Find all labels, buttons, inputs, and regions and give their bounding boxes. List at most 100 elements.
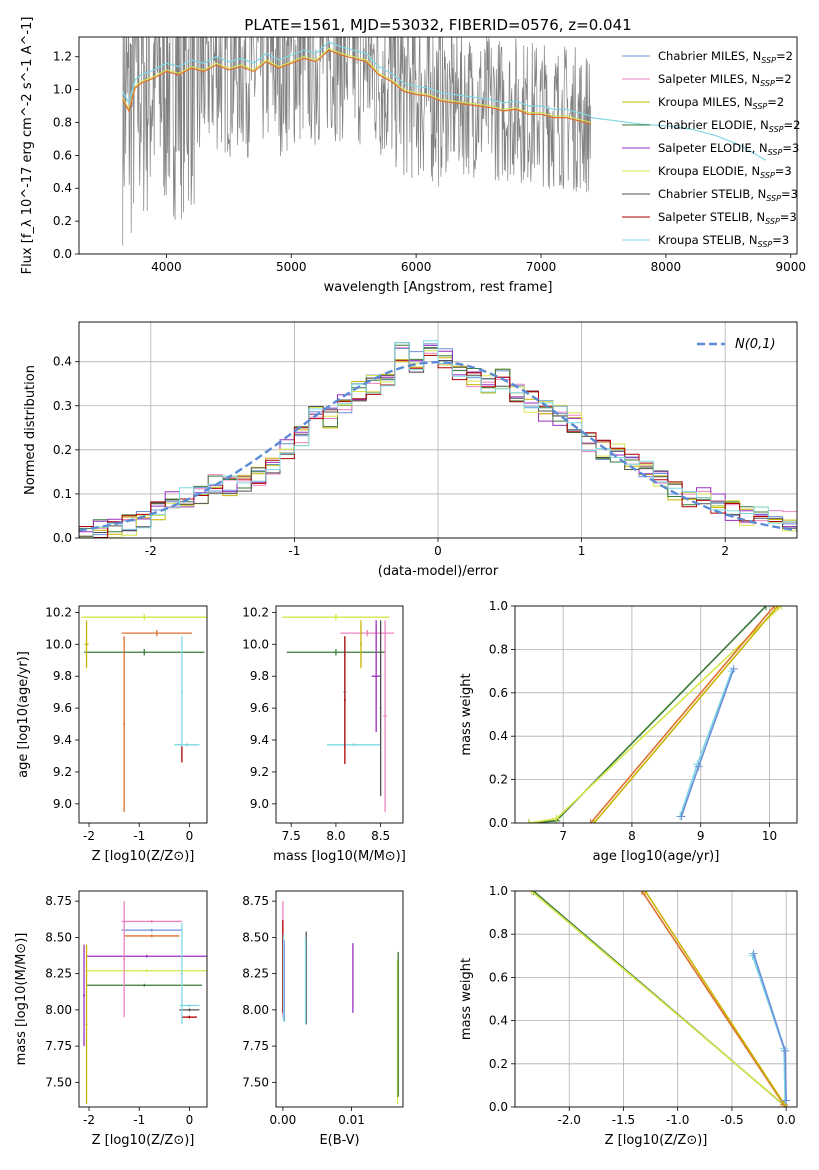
y-tick-label: 0.4: [53, 181, 72, 195]
mass_vs_ebv-axes: 0.00 0.01 7.50 7.75 8.00 8.25 8.50 8.75 E(B-V): [242, 890, 404, 1148]
residual_histogram-plot-area: [79, 322, 797, 538]
y-axis-label: mass [log10(M/M⊙)]: [14, 933, 29, 1066]
x-tick-label: 4000: [151, 260, 182, 274]
legend-entry: Kroupa STELIB, NSSP=3: [658, 233, 789, 249]
x-tick-label: 6000: [401, 260, 432, 274]
x-tick-label: 2: [721, 544, 729, 558]
y-tick-label: 9.4: [53, 733, 72, 747]
x-tick-label: 7.5: [282, 829, 301, 843]
mass-weight-line: [593, 606, 779, 823]
spectrum-legend: Chabrier MILES, NSSP=2 Salpeter MILES, NS…: [622, 49, 800, 249]
marker: [781, 1046, 790, 1055]
y-tick-label: 8.00: [45, 1003, 72, 1017]
x-tick-label: -1: [133, 1113, 145, 1127]
y-tick-label: 8.25: [242, 967, 269, 981]
y-tick-label: 0.8: [489, 927, 508, 941]
x-tick-label: 8.5: [371, 829, 390, 843]
age_vs_Z-plot-area: [81, 613, 207, 812]
mass_vs_ebv-frame: [275, 890, 404, 1108]
spectrum-frame: [78, 36, 798, 255]
y-axis-label: age [log10(age/yr)]: [16, 651, 31, 778]
spectrum-axes: 4000 5000 6000 7000 8000 9000 0.0 0.2 0.4 0.6 0.8 1…: [20, 17, 806, 295]
legend-entry: Salpeter MILES, NSSP=2: [658, 72, 792, 88]
error-cross: [123, 636, 126, 812]
error-cross: [343, 636, 346, 764]
y-tick-label: 8.25: [45, 967, 72, 981]
error-cross: [282, 613, 390, 621]
model-stelib-red: [590, 117, 767, 161]
model-kroupa-elodie: [122, 47, 592, 123]
y-tick-label: 0.4: [489, 729, 508, 743]
marker: [590, 819, 599, 823]
error-cross: [181, 1015, 197, 1019]
y-tick-label: 10.2: [45, 605, 72, 619]
massweight_vs_age-axes: 7 8 9 10 0.0 0.2 0.4 0.6 0.8 1.0 age [log10(age/yr…: [459, 599, 798, 864]
y-tick-label: 10.0: [45, 637, 72, 651]
y-tick-label: 1.2: [53, 50, 72, 64]
x-tick-label: 9000: [775, 260, 806, 274]
y-axis-label: Flux [f_λ 10^-17 erg cm^-2 s^-1 A^-1]: [20, 17, 35, 275]
x-tick-label: -1.5: [612, 1113, 635, 1127]
error-cross: [86, 969, 207, 973]
mass_vs_Z-axes: -2 -1 0 7.50 7.75 8.00 8.25 8.50 8.75 Z [log10(Z/…: [14, 890, 208, 1148]
y-tick-label: 8.50: [242, 930, 269, 944]
y-tick-label: 8.00: [242, 1003, 269, 1017]
mass-weight-line: [528, 606, 782, 823]
error-cross: [286, 649, 386, 656]
x-axis-label: age [log10(age/yr)]: [593, 849, 720, 864]
figure-title: PLATE=1561, MJD=53032, FIBERID=0576, z=0…: [244, 16, 631, 34]
error-cross: [84, 620, 89, 669]
error-cross: [180, 922, 183, 1025]
x-tick-label: 0.01: [338, 1113, 365, 1127]
x-axis-label: mass [log10(M/M⊙)]: [273, 849, 406, 864]
y-tick-label: 0.6: [489, 970, 508, 984]
marker: [552, 814, 561, 823]
error-cross: [124, 934, 180, 938]
error-cross: [121, 629, 192, 637]
error-cross: [121, 919, 182, 923]
y-tick-label: 7.50: [45, 1075, 72, 1089]
marker: [527, 891, 536, 895]
marker: [770, 606, 779, 610]
legend-entry: Salpeter ELODIE, NSSP=3: [658, 141, 799, 157]
x-tick-label: 8.0: [326, 829, 345, 843]
residual_histogram-axes: -2 -1 0 1 2 0.0 0.1 0.2 0.3 0.4 (data-model)/error…: [23, 321, 798, 579]
marker: [749, 949, 758, 958]
y-tick-label: 0.2: [53, 214, 72, 228]
mass-weight-line: [590, 606, 775, 823]
x-axis-label: Z [log10(Z/Z⊙)]: [92, 849, 195, 864]
mass_vs_Z-frame: [78, 890, 208, 1108]
y-tick-label: 9.8: [53, 669, 72, 683]
age_vs_mass-frame: [275, 605, 404, 824]
x-axis-label: Z [log10(Z/Z⊙)]: [92, 1133, 195, 1148]
y-tick-label: 0.6: [53, 148, 72, 162]
x-tick-label: 9: [697, 829, 705, 843]
y-tick-label: 0.2: [489, 1057, 508, 1071]
marker: [641, 891, 650, 895]
age_vs_Z-axes: -2 -1 0 9.0 9.2 9.4 9.6 9.8 10.0 10.2 Z [log10(Z/Z…: [16, 605, 208, 864]
massweight_vs_Z-axes: -2.0 -1.5 -1.0 -0.5 0.0 0.0 0.2 0.4 0.6 0.8 1.0 Z […: [459, 884, 798, 1148]
error-cross: [340, 629, 395, 637]
y-tick-label: 0.3: [53, 399, 72, 413]
mass-weight-line: [528, 606, 767, 823]
y-tick-label: 8.75: [45, 894, 72, 908]
mass-weight-line: [644, 891, 787, 1107]
y-tick-label: 0.0: [489, 816, 508, 830]
marker: [777, 606, 786, 610]
mass-weight-line: [680, 668, 735, 817]
mass-weight-line: [641, 891, 785, 1106]
x-tick-label: -2.0: [558, 1113, 581, 1127]
x-tick-label: -1.0: [666, 1113, 689, 1127]
y-tick-label: 9.4: [250, 733, 269, 747]
x-tick-label: -0.5: [720, 1113, 743, 1127]
marker: [524, 819, 533, 823]
x-tick-label: -1: [288, 544, 300, 558]
y-tick-label: 10.0: [242, 637, 269, 651]
error-cross: [371, 620, 381, 733]
legend-entry: Chabrier MILES, NSSP=2: [658, 49, 793, 65]
age_vs_mass-axes: 7.5 8.0 8.5 9.0 9.2 9.4 9.6 9.8 10.0 10.2 mass [lo…: [242, 605, 406, 864]
x-axis-label: Z [log10(Z/Z⊙)]: [605, 1133, 708, 1148]
error-cross: [81, 613, 207, 621]
legend-entry: Kroupa MILES, NSSP=2: [658, 95, 784, 111]
histogram-step: [79, 354, 797, 538]
